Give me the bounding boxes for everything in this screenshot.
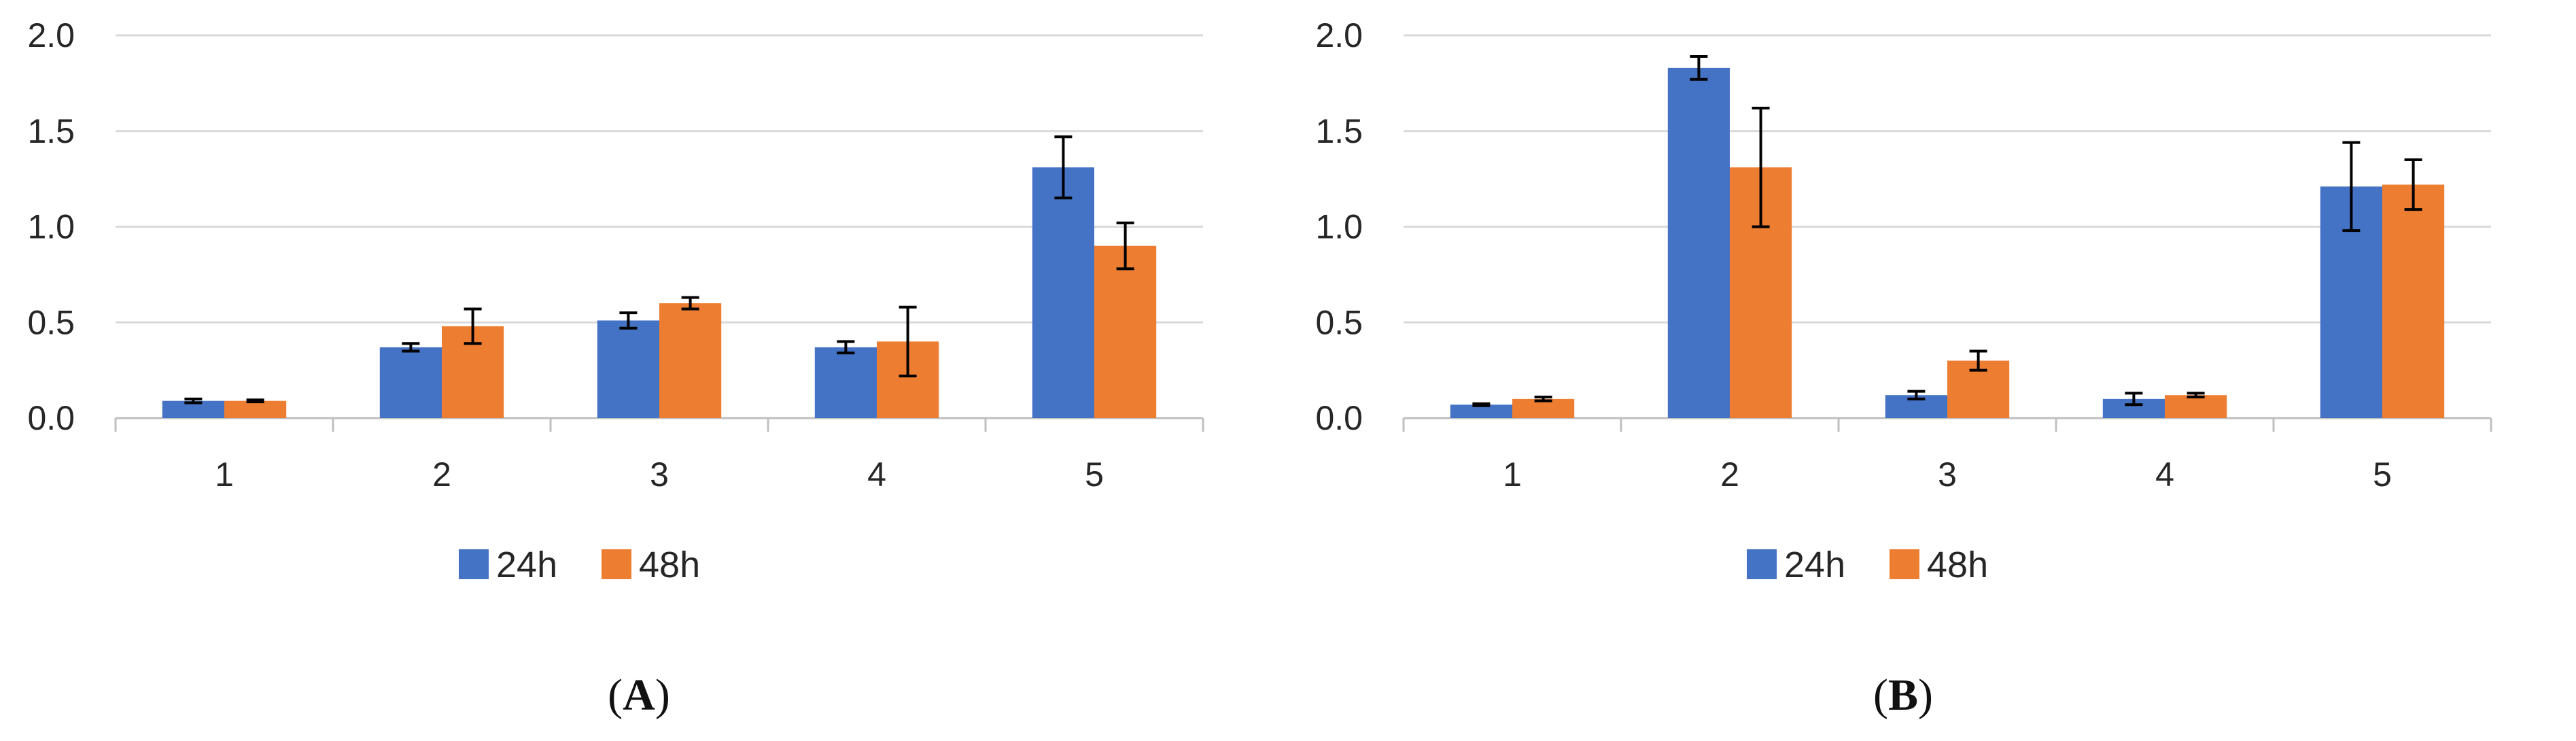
legend-swatch-24h (459, 549, 489, 579)
legend-label: 48h (1927, 545, 1988, 585)
y-tick-label: 1.0 (1315, 208, 1363, 246)
x-tick-label: 4 (867, 455, 886, 494)
y-tick-label: 1.5 (1315, 112, 1363, 150)
bar-chart-a: 0.0 0.5 1.0 1.5 2.0 1 2 3 4 5 24h 48h (27, 16, 1204, 585)
legend-swatch-24h (1747, 549, 1777, 579)
panel-label-b: (B) (1873, 670, 1933, 720)
chart-panel-b: 0.0 0.5 1.0 1.5 2.0 1 2 3 4 5 24h 48h (B) (1288, 0, 2576, 741)
bar-48h (2382, 184, 2445, 418)
y-tick-label: 0.0 (1315, 399, 1363, 437)
bar-chart-b: 0.0 0.5 1.0 1.5 2.0 1 2 3 4 5 24h 48h (1315, 16, 2492, 585)
bar-48h (2165, 395, 2227, 418)
x-tick-label: 5 (2373, 455, 2392, 494)
bar-24h (597, 320, 659, 418)
y-tick-label: 0.0 (27, 399, 75, 437)
x-tick-label: 4 (2155, 455, 2174, 494)
y-tick-label: 2.0 (1315, 16, 1363, 54)
legend-swatch-48h (1890, 549, 1919, 579)
bar-24h (1032, 167, 1094, 419)
bar-24h (1667, 67, 1730, 419)
bar-48h (659, 303, 722, 418)
x-tick-label: 1 (1503, 455, 1522, 494)
legend-swatch-48h (602, 549, 631, 579)
legend-label: 24h (496, 545, 557, 585)
y-tick-label: 0.5 (1315, 303, 1363, 341)
y-tick-label: 1.0 (27, 208, 75, 246)
bar-48h (224, 400, 287, 418)
legend-label: 48h (639, 545, 700, 585)
bar-24h (379, 347, 442, 418)
bar-24h (1450, 404, 1512, 418)
x-tick-label: 2 (1720, 455, 1739, 494)
bar-24h (814, 347, 877, 418)
bar-48h (1094, 245, 1157, 418)
panel-label-a: (A) (608, 670, 670, 720)
x-tick-label: 3 (1938, 455, 1957, 494)
x-tick-label: 1 (215, 455, 234, 494)
chart-panel-a: 0.0 0.5 1.0 1.5 2.0 1 2 3 4 5 24h 48h (A) (27, 16, 1204, 720)
y-tick-label: 1.5 (27, 112, 75, 150)
y-tick-label: 2.0 (27, 16, 75, 54)
x-tick-label: 3 (650, 455, 669, 494)
x-tick-label: 5 (1085, 455, 1104, 494)
legend-label: 24h (1784, 545, 1845, 585)
x-tick-label: 2 (432, 455, 451, 494)
y-tick-label: 0.5 (27, 303, 75, 341)
